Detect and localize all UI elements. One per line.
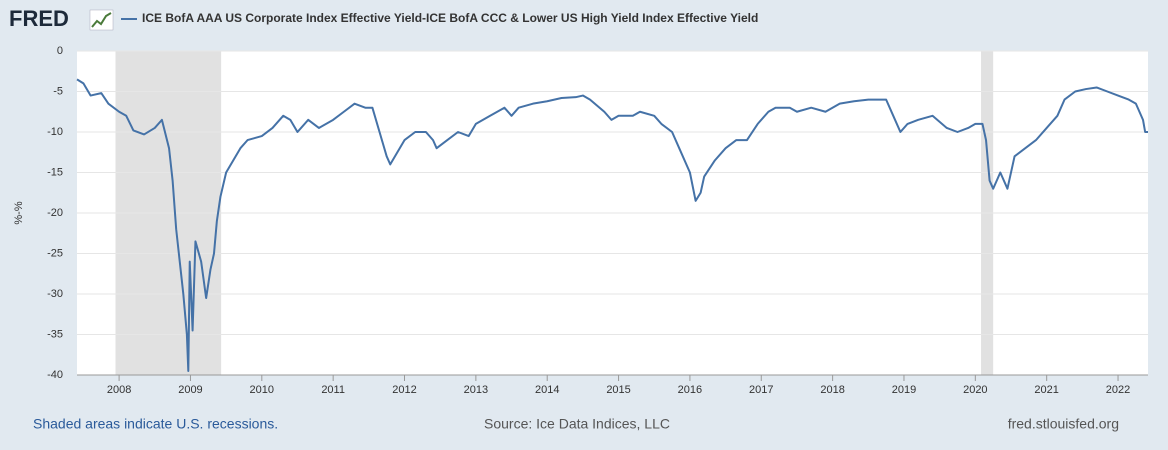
y-tick-label: -40	[47, 369, 63, 381]
y-tick-label: -15	[47, 166, 63, 178]
x-tick-label: 2013	[464, 384, 488, 396]
x-tick-label: 2018	[820, 384, 844, 396]
x-tick-label: 2016	[678, 384, 702, 396]
y-tick-label: -25	[47, 247, 63, 259]
x-tick-label: 2022	[1106, 384, 1130, 396]
x-tick-label: 2019	[892, 384, 916, 396]
x-tick-label: 2021	[1034, 384, 1058, 396]
x-tick-label: 2014	[535, 384, 559, 396]
logo-icon	[89, 9, 114, 31]
x-tick-label: 2009	[178, 384, 202, 396]
y-axis-label: %-%	[13, 201, 25, 224]
x-tick-label: 2015	[606, 384, 630, 396]
source: Source: Ice Data Indices, LLC	[484, 416, 670, 432]
logo: FRED	[9, 6, 69, 31]
y-tick-label: -5	[53, 85, 63, 97]
plot-layer: 0 -5 -10 -15 -20 -25 -30 -35 -40 2008 2009 2010 2011…	[47, 45, 1148, 396]
x-tick-label: 2017	[749, 384, 773, 396]
x-tick-label: 2011	[321, 384, 345, 396]
x-tick-label: 2020	[963, 384, 987, 396]
data-line	[76, 78, 1148, 372]
y-tick-label: -30	[47, 288, 63, 300]
x-tick-label: 2010	[250, 384, 274, 396]
y-tick-label: -35	[47, 328, 63, 340]
legend-label: ICE BofA AAA US Corporate Index Effectiv…	[142, 11, 758, 25]
y-tick-label: -10	[47, 126, 63, 138]
x-tick-label: 2008	[107, 384, 131, 396]
x-tick-label: 2012	[392, 384, 416, 396]
recession-note: Shaded areas indicate U.S. recessions.	[33, 416, 278, 432]
y-tick-label: -20	[47, 207, 63, 219]
url: fred.stlouisfed.org	[1008, 416, 1119, 432]
y-tick-label: 0	[57, 45, 63, 57]
